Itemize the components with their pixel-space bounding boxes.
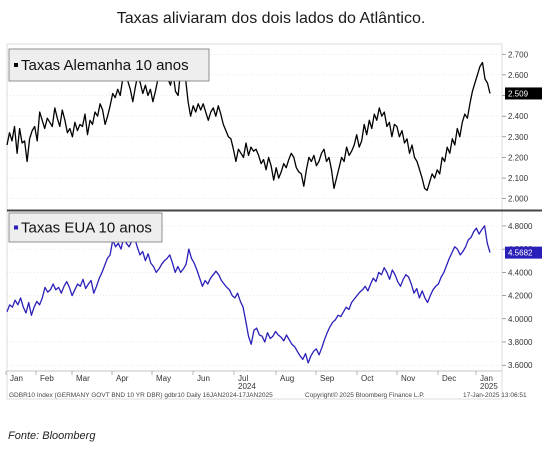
y-tick-label: 2.000 xyxy=(508,195,529,204)
y-tick-label: 2.300 xyxy=(508,133,529,142)
x-tick-label: Jan xyxy=(10,374,23,383)
x-tick-label: Mar xyxy=(76,374,90,383)
us-legend-marker xyxy=(14,225,18,230)
us-legend-label: Taxas EUA 10 anos xyxy=(21,220,152,237)
y-tick-label: 4.2000 xyxy=(508,292,533,301)
us-series-line xyxy=(6,225,491,364)
germany-legend-box xyxy=(8,48,210,82)
y-tick-label: 2.600 xyxy=(508,71,529,80)
x-tick-label: Feb xyxy=(40,374,54,383)
x-tick-label: Jul xyxy=(238,374,248,383)
us-panel: 3.60003.80004.00004.20004.40004.60004.80… xyxy=(6,222,542,370)
germany-last-value-label: 2.509 xyxy=(508,89,529,98)
y-tick-label: 4.8000 xyxy=(508,222,533,231)
y-tick-label: 4.4000 xyxy=(508,268,533,277)
legends: Taxas Alemanha 10 anos Taxas EUA 10 anos xyxy=(8,48,210,243)
x-tick-label: Apr xyxy=(116,374,129,383)
us-last-value-box xyxy=(505,246,542,259)
y-tick-label: 2.700 xyxy=(508,50,529,59)
footer-center: Copyright© 2025 Bloomberg Finance L.P. xyxy=(305,391,425,399)
y-tick-label: 4.0000 xyxy=(508,315,533,324)
footer-right: 17-Jan-2025 13:06:51 xyxy=(463,392,527,399)
germany-legend-label: Taxas Alemanha 10 anos xyxy=(21,57,189,74)
germany-series-line xyxy=(6,61,491,192)
germany-legend-marker xyxy=(14,63,18,67)
source-note: Fonte: Bloomberg xyxy=(8,430,96,442)
y-tick-label: 3.6000 xyxy=(508,361,533,370)
chart-headline: Taxas aliviaram dos dois lados do Atlânt… xyxy=(116,10,426,27)
us-last-value-label: 4.5682 xyxy=(508,249,533,258)
y-tick-label: 2.200 xyxy=(508,153,529,162)
chart-area-border xyxy=(6,43,503,400)
x-tick-label: Sep xyxy=(320,374,335,383)
y-tick-label: 3.8000 xyxy=(508,338,533,347)
us-legend-box xyxy=(8,212,163,243)
x-year-label: 2025 xyxy=(480,382,498,391)
germany-panel: 2.0002.1002.2002.3002.4002.5002.6002.700… xyxy=(6,50,542,204)
y-tick-label: 2.100 xyxy=(508,174,529,183)
x-axis: Jan Feb Mar Apr May Jun Jul Aug Sep Oct Nov Dec Jan2… xyxy=(5,370,502,391)
germany-last-value-box xyxy=(505,87,542,100)
x-tick-label: Jun xyxy=(197,374,210,383)
x-year-label: 2024 xyxy=(238,382,256,391)
x-tick-label: Oct xyxy=(361,374,374,383)
x-tick-label: May xyxy=(156,374,171,383)
footer-left: GDBR10 Index (GERMANY GOVT BND 10 YR DBR… xyxy=(9,392,273,399)
x-tick-label: Jan xyxy=(480,374,493,383)
x-tick-label: Dec xyxy=(442,374,456,383)
y-tick-label: 2.400 xyxy=(508,112,529,121)
x-tick-label: Aug xyxy=(280,374,294,383)
x-tick-label: Nov xyxy=(401,374,415,383)
